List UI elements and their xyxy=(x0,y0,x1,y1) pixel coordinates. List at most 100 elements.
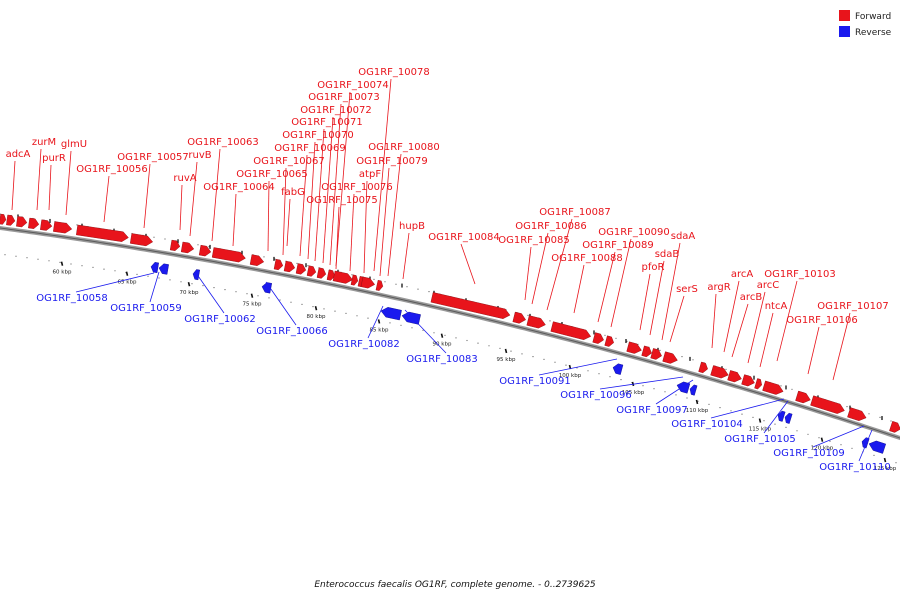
scale-tick-label: 85 kbp xyxy=(370,327,389,333)
forward-leader-line xyxy=(103,175,110,223)
forward-leader-line xyxy=(189,161,198,237)
forward-leader-line xyxy=(747,291,766,364)
guide-dot xyxy=(169,279,171,281)
reverse-leader-line xyxy=(538,358,618,376)
guide-dot xyxy=(406,286,408,288)
reverse-leader-line xyxy=(763,400,789,434)
backbone xyxy=(0,225,900,441)
guide-dot xyxy=(180,281,182,283)
forward-gene-arrow xyxy=(295,263,307,275)
forward-leader-line xyxy=(322,116,334,264)
forward-leader-line xyxy=(65,150,72,216)
guide-dot xyxy=(807,433,809,435)
forward-leader-line xyxy=(711,293,717,349)
guide-dot xyxy=(197,244,199,246)
reverse-leader-line xyxy=(149,271,160,303)
scale-tick-label: 110 kbp xyxy=(686,408,709,414)
scale-tick-label: 60 kbp xyxy=(53,270,72,276)
guide-dot xyxy=(279,299,281,301)
forward-gene-arrow xyxy=(795,390,811,404)
forward-gene-arrow xyxy=(550,321,592,340)
forward-gene-arrow xyxy=(249,254,265,266)
forward-gene-label: ruvA xyxy=(173,173,196,184)
forward-gene-label: ntcA xyxy=(765,301,788,312)
guide-dot xyxy=(164,238,166,240)
forward-gene-arrow xyxy=(169,239,181,251)
guide-dot xyxy=(741,413,743,415)
reverse-gene-arrow xyxy=(689,384,698,396)
map-caption: Enterococcus faecalis OG1RF, complete ge… xyxy=(314,580,596,590)
forward-gene-arrow xyxy=(16,216,28,228)
guide-dot xyxy=(609,376,611,378)
forward-gene-arrow xyxy=(211,247,246,263)
guide-dot xyxy=(296,262,298,264)
guide-dot xyxy=(730,410,732,412)
scale-tick-label: 100 kbp xyxy=(559,373,582,379)
guide-dot xyxy=(351,274,353,276)
forward-gene-label: OG1RF_10074 xyxy=(317,80,389,91)
guide-dot xyxy=(70,263,72,265)
reverse-leader-line xyxy=(195,272,225,314)
forward-leader-line xyxy=(363,180,368,274)
forward-leader-line xyxy=(48,164,52,211)
forward-leader-line xyxy=(286,198,291,247)
guide-dot xyxy=(103,268,105,270)
guide-dot xyxy=(510,350,512,352)
forward-gene-label: OG1RF_10071 xyxy=(291,117,363,128)
guide-dot xyxy=(818,437,820,439)
scale-tick-label: 125 kbp xyxy=(874,466,897,472)
guide-dot xyxy=(158,277,160,279)
forward-gene-label: arcC xyxy=(757,280,780,291)
forward-leader-line xyxy=(282,167,287,256)
reverse-leader-line xyxy=(404,309,447,354)
reverse-leader-line xyxy=(75,272,155,293)
forward-leader-line xyxy=(299,154,308,257)
guide-dot xyxy=(598,373,600,375)
forward-leader-line xyxy=(573,264,585,314)
reverse-gene-arrow xyxy=(676,381,691,394)
guide-dot xyxy=(692,359,694,361)
reverse-gene-arrow xyxy=(261,282,273,294)
reverse-gene-label: OG1RF_10059 xyxy=(110,303,182,314)
reverse-leader-line xyxy=(655,379,694,405)
forward-gene-label: ruvB xyxy=(188,150,211,161)
forward-leader-line xyxy=(329,103,342,266)
forward-gene-label: arcB xyxy=(740,292,763,303)
guide-dot xyxy=(675,394,677,396)
scale-tick xyxy=(250,293,254,298)
guide-dot xyxy=(235,291,237,293)
reverse-gene-arrow xyxy=(612,363,624,375)
reverse-gene-arrow xyxy=(784,412,793,424)
reverse-leader-line xyxy=(265,281,297,326)
forward-gene-label: sdaB xyxy=(655,249,680,260)
guide-dot xyxy=(191,283,193,285)
forward-gene-label: OG1RF_10090 xyxy=(598,227,670,238)
guide-dot xyxy=(4,254,6,256)
guide-dot xyxy=(840,444,842,446)
forward-gene-label: OG1RF_10067 xyxy=(253,156,325,167)
forward-gene-arrow xyxy=(316,267,327,279)
guide-dot xyxy=(604,334,606,336)
forward-gene-label: OG1RF_10056 xyxy=(76,164,148,175)
guide-dot xyxy=(543,358,545,360)
scale-tick-label: 80 kbp xyxy=(307,314,326,320)
reverse-gene-arrow xyxy=(401,311,421,325)
legend-reverse-swatch xyxy=(839,26,850,37)
reverse-leader-line xyxy=(858,429,873,462)
forward-gene-arrow xyxy=(360,276,376,289)
scale-tick xyxy=(504,348,508,354)
forward-gene-arrow xyxy=(129,233,154,247)
forward-gene-arrow xyxy=(53,221,73,234)
forward-leader-line xyxy=(349,193,355,272)
guide-dot xyxy=(527,314,529,316)
guide-dot xyxy=(725,368,727,370)
forward-gene-arrow xyxy=(810,395,845,414)
forward-gene-arrow xyxy=(626,341,642,354)
forward-gene-arrow xyxy=(662,351,678,364)
forward-gene-arrow xyxy=(198,244,212,257)
forward-gene-label: OG1RF_10073 xyxy=(308,92,380,103)
forward-gene-arrow xyxy=(526,315,546,329)
forward-gene-label: OG1RF_10070 xyxy=(282,130,354,141)
forward-gene-label: atpF xyxy=(359,169,381,180)
scale-tick-label: 75 kbp xyxy=(243,302,262,308)
